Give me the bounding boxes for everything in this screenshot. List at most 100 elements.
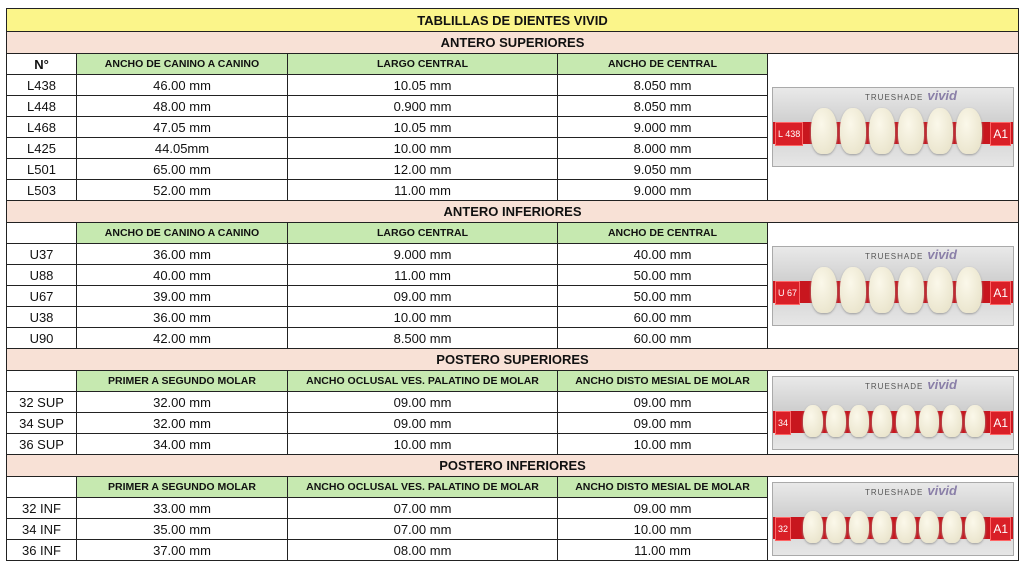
measurement-cell: 9.000 mm	[287, 243, 558, 265]
measurement-cell: 48.00 mm	[76, 95, 288, 117]
mold-label: U 67	[775, 280, 801, 305]
column-header: ANCHO DE CENTRAL	[557, 53, 768, 75]
measurement-cell: 37.00 mm	[76, 539, 288, 561]
shade-label: A1	[990, 410, 1012, 435]
section-title: ANTERO SUPERIORES	[5, 31, 1020, 54]
column-header: ANCHO DE CANINO A CANINO	[76, 222, 288, 244]
measurement-cell: 10.00 mm	[287, 306, 558, 328]
measurement-cell: 65.00 mm	[76, 158, 288, 180]
column-header: ANCHO OCLUSAL VES. PALATINO DE MOLAR	[287, 476, 558, 498]
teeth-row	[801, 510, 987, 543]
brand-text: TRUESHADE	[865, 381, 924, 391]
brand-logo: TRUESHADE vivid	[865, 377, 957, 392]
measurement-cell: 9.000 mm	[557, 116, 768, 138]
measurement-cell: 39.00 mm	[76, 285, 288, 307]
tooth	[849, 510, 870, 543]
column-header: ANCHO DE CENTRAL	[557, 222, 768, 244]
teeth-tray-image: TRUESHADE vivid U 67 A1	[766, 222, 1020, 349]
measurement-cell: 40.00 mm	[76, 264, 288, 286]
table-row: U37 36.00 mm 9.000 mm 40.00 mm	[6, 243, 1019, 265]
model-cell: U37	[6, 243, 77, 265]
measurement-cell: 44.05mm	[76, 137, 288, 159]
brand-text: TRUESHADE	[865, 487, 924, 497]
mold-label: 32	[775, 516, 792, 541]
measurement-cell: 10.00 mm	[557, 433, 768, 455]
brand-logo: TRUESHADE vivid	[865, 89, 957, 103]
model-cell: 34 INF	[6, 518, 77, 540]
tooth	[895, 404, 916, 437]
column-header: ANCHO DISTO MESIAL DE MOLAR	[557, 370, 768, 392]
shade-label: A1	[990, 122, 1012, 146]
table-row: L503 52.00 mm 11.00 mm 9.000 mm	[6, 179, 1019, 201]
measurement-cell: 09.00 mm	[557, 412, 768, 434]
measurement-cell: 11.00 mm	[557, 539, 768, 561]
table-row: L438 46.00 mm 10.05 mm 8.050 mm	[6, 74, 1019, 96]
measurement-cell: 8.050 mm	[557, 74, 768, 96]
measurement-cell: 50.00 mm	[557, 264, 768, 286]
measurement-cell: 8.000 mm	[557, 137, 768, 159]
brand-logo-text: vivid	[927, 246, 957, 262]
measurement-cell: 36.00 mm	[76, 306, 288, 328]
column-header: PRIMER A SEGUNDO MOLAR	[76, 476, 288, 498]
number-header-empty	[6, 476, 77, 498]
measurement-cell: 32.00 mm	[76, 412, 288, 434]
measurement-cell: 10.00 mm	[287, 433, 558, 455]
measurement-cell: 34.00 mm	[76, 433, 288, 455]
measurement-cell: 32.00 mm	[76, 391, 288, 413]
tooth	[965, 404, 986, 437]
table-row: 34 SUP 32.00 mm 09.00 mm 09.00 mm	[6, 412, 1019, 434]
tooth	[872, 510, 893, 543]
measurement-cell: 09.00 mm	[287, 285, 558, 307]
tooth	[810, 108, 837, 154]
measurement-cell: 07.00 mm	[287, 497, 558, 519]
table-row: L468 47.05 mm 10.05 mm 9.000 mm	[6, 116, 1019, 138]
measurement-cell: 8.500 mm	[287, 327, 558, 349]
column-header: ANCHO DE CANINO A CANINO	[76, 53, 288, 75]
model-cell: U67	[6, 285, 77, 307]
table-row: U67 39.00 mm 09.00 mm 50.00 mm	[6, 285, 1019, 307]
teeth-tray-image: TRUESHADE vivid 34 A1	[766, 370, 1020, 455]
column-header: PRIMER A SEGUNDO MOLAR	[76, 370, 288, 392]
teeth-row	[809, 266, 983, 313]
model-cell: 34 SUP	[6, 412, 77, 434]
tooth	[810, 266, 837, 313]
measurement-cell: 60.00 mm	[557, 306, 768, 328]
measurement-cell: 12.00 mm	[287, 158, 558, 180]
model-cell: 36 SUP	[6, 433, 77, 455]
tooth	[825, 404, 846, 437]
model-cell: L503	[6, 179, 77, 201]
tooth	[802, 404, 823, 437]
brand-logo-text: vivid	[927, 482, 957, 498]
tooth	[839, 266, 866, 313]
column-header: ANCHO OCLUSAL VES. PALATINO DE MOLAR	[287, 370, 558, 392]
table-row: 34 INF 35.00 mm 07.00 mm 10.00 mm	[6, 518, 1019, 540]
measurement-cell: 40.00 mm	[557, 243, 768, 265]
model-cell: L501	[6, 158, 77, 180]
tooth	[942, 510, 963, 543]
table-title: TABLILLAS DE DIENTES VIVID	[5, 8, 1020, 32]
tooth	[926, 108, 953, 154]
tooth	[802, 510, 823, 543]
brand-logo: TRUESHADE vivid	[865, 482, 957, 498]
teeth-row	[801, 404, 987, 437]
tooth	[926, 266, 953, 313]
measurement-cell: 0.900 mm	[287, 95, 558, 117]
brand-logo: TRUESHADE vivid	[865, 246, 957, 262]
teeth-tray-image: TRUESHADE vivid L 438 A1	[766, 53, 1020, 201]
tooth	[868, 108, 895, 154]
measurement-cell: 10.05 mm	[287, 74, 558, 96]
model-cell: 32 SUP	[6, 391, 77, 413]
model-cell: L448	[6, 95, 77, 117]
number-header-empty	[6, 370, 77, 392]
measurement-cell: 10.05 mm	[287, 116, 558, 138]
table-row: 36 INF 37.00 mm 08.00 mm 11.00 mm	[6, 539, 1019, 561]
tooth	[955, 108, 982, 154]
measurement-cell: 50.00 mm	[557, 285, 768, 307]
measurement-cell: 08.00 mm	[287, 539, 558, 561]
column-header: LARGO CENTRAL	[287, 53, 558, 75]
tooth	[895, 510, 916, 543]
measurement-cell: 46.00 mm	[76, 74, 288, 96]
mold-label: 34	[775, 410, 792, 435]
measurement-cell: 10.00 mm	[287, 137, 558, 159]
brand-text: TRUESHADE	[865, 93, 924, 102]
